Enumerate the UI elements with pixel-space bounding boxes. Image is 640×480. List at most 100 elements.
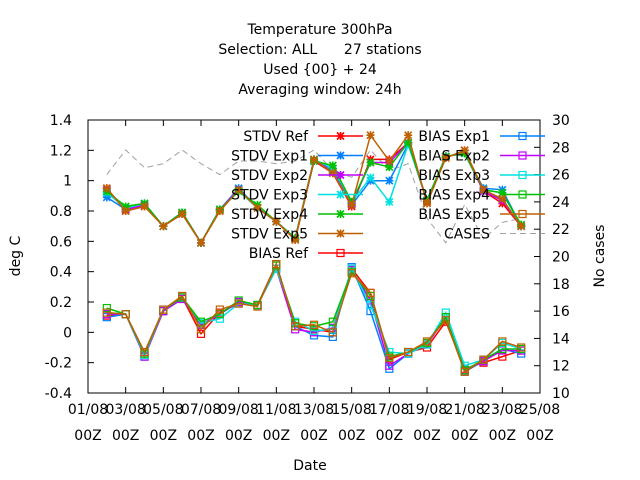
x-tick-label: 19/08 <box>407 402 447 418</box>
data-point <box>518 170 527 180</box>
data-point <box>234 185 243 194</box>
legend-entry: STDV Exp3 <box>231 188 363 204</box>
legend-label: STDV Ref <box>243 129 309 145</box>
y2-tick-label: 16 <box>552 304 570 320</box>
data-point <box>347 269 356 278</box>
x-tick-label: 15/08 <box>331 402 371 418</box>
data-point <box>441 316 450 325</box>
series-cases <box>106 149 522 244</box>
data-point <box>460 146 469 155</box>
data-point <box>404 138 413 147</box>
data-point <box>336 209 345 219</box>
legend-entry: BIAS Exp2 <box>418 149 545 165</box>
legend-label: STDV Exp5 <box>231 227 308 243</box>
y-tick-label: 0.8 <box>50 204 72 220</box>
data-point <box>196 325 206 334</box>
series-line <box>106 263 522 372</box>
data-point <box>309 155 319 164</box>
legend-entry: BIAS Exp3 <box>418 168 545 184</box>
data-point <box>102 308 111 317</box>
data-point <box>347 200 356 209</box>
y-tick-label: 1.2 <box>50 143 72 159</box>
data-point <box>336 151 345 160</box>
data-point <box>215 305 224 314</box>
legend-entry: BIAS Exp1 <box>418 129 545 145</box>
legend-entry: STDV Exp1 <box>231 149 363 165</box>
data-point <box>422 337 432 346</box>
x-tick-label-time: 00Z <box>489 428 516 444</box>
data-point <box>385 162 394 172</box>
data-point <box>518 209 527 219</box>
data-point <box>102 193 111 202</box>
y2-tick-label: 28 <box>552 140 570 156</box>
data-point <box>272 259 281 269</box>
data-point <box>234 299 243 308</box>
legend-label: STDV Exp1 <box>231 149 308 165</box>
legend-entry: STDV Ref <box>243 129 363 145</box>
data-point <box>215 206 224 216</box>
data-point <box>517 343 526 352</box>
data-point <box>336 131 345 141</box>
data-point <box>441 153 450 162</box>
x-tick-label-time: 00Z <box>338 428 365 444</box>
series-line <box>106 149 522 244</box>
data-point <box>517 222 526 231</box>
data-point <box>498 194 507 203</box>
y2-tick-label: 14 <box>552 331 570 347</box>
x-tick-label-time: 00Z <box>376 428 403 444</box>
y-axis-ticks: -0.4 -0.2 0 0.2 0.4 0.6 0.8 1 1.2 1.4 <box>45 113 94 402</box>
y2-tick-label: 12 <box>552 359 570 375</box>
data-point <box>121 310 130 319</box>
legend-entry: BIAS Exp5 <box>418 207 545 223</box>
legend-entry: BIAS Exp4 <box>418 188 545 204</box>
title-line-1: Temperature 300hPa <box>246 22 392 38</box>
data-point <box>385 197 394 206</box>
x-tick-label: 25/08 <box>520 402 560 418</box>
x-tick-label-time: 00Z <box>263 428 290 444</box>
x-axis-label: Date <box>293 458 326 474</box>
data-point <box>253 302 262 311</box>
y-tick-label: 0.2 <box>50 295 72 311</box>
x-tick-label: 09/08 <box>218 402 258 418</box>
y-tick-label: -0.2 <box>45 356 72 372</box>
data-point <box>404 131 413 140</box>
data-point <box>328 169 337 178</box>
y2-axis-ticks: 10 12 14 16 18 20 22 24 26 28 30 <box>534 113 570 402</box>
x-tick-label: 01/08 <box>68 402 108 418</box>
y2-tick-label: 24 <box>552 195 570 211</box>
legend-entry: BIAS Ref <box>249 246 363 262</box>
y2-tick-label: 26 <box>552 168 570 184</box>
data-point <box>336 190 345 199</box>
legend-label: BIAS Exp3 <box>418 168 490 184</box>
x-tick-label-time: 00Z <box>300 428 327 444</box>
data-point <box>366 173 375 182</box>
x-tick-label-time: 00Z <box>413 428 440 444</box>
y2-tick-label: 22 <box>552 222 570 238</box>
title-line-3: Used {00} + 24 <box>263 62 377 78</box>
data-point <box>215 314 224 323</box>
x-tick-label: 21/08 <box>444 402 484 418</box>
x-tick-label-time: 00Z <box>112 428 139 444</box>
x-tick-label: 11/08 <box>256 402 296 418</box>
data-point <box>479 185 488 194</box>
legend-entry: STDV Exp4 <box>231 207 363 223</box>
x-tick-label-time: 00Z <box>150 428 177 444</box>
data-point <box>366 158 375 167</box>
data-point <box>404 347 413 357</box>
y2-tick-label: 10 <box>552 386 570 402</box>
legend: STDV Ref STDV Exp1 STDV Exp2 STDV Exp3 STDV … <box>231 129 545 262</box>
data-point <box>196 238 206 247</box>
title-line-2: Selection: ALL 27 stations <box>218 42 421 58</box>
data-point <box>178 291 187 301</box>
data-point <box>178 209 187 219</box>
y2-tick-label: 20 <box>552 250 570 266</box>
x-tick-label-time: 00Z <box>74 428 101 444</box>
legend-label: BIAS Exp1 <box>418 129 490 145</box>
data-point <box>121 206 130 216</box>
x-tick-label: 17/08 <box>369 402 409 418</box>
series-bias-exp3 <box>102 264 526 370</box>
y2-tick-label: 18 <box>552 277 570 293</box>
data-point <box>140 347 149 357</box>
data-point <box>272 217 281 226</box>
